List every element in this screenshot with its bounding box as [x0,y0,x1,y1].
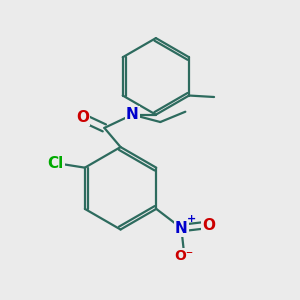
Text: N: N [126,107,139,122]
Text: O: O [202,218,215,232]
Text: O⁻: O⁻ [175,249,194,263]
Text: N: N [175,220,188,236]
Text: +: + [187,214,196,224]
Text: O: O [76,110,89,125]
Text: Cl: Cl [47,156,64,171]
